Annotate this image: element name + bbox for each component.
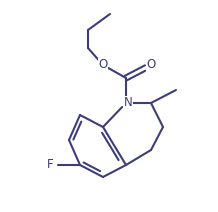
Text: N: N <box>124 96 132 110</box>
Text: F: F <box>47 159 53 172</box>
Text: O: O <box>98 59 108 71</box>
Text: O: O <box>146 59 156 71</box>
